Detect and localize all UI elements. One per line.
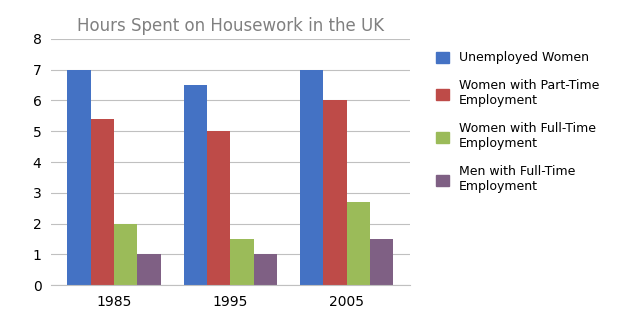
Bar — [253, 254, 277, 285]
Bar — [347, 202, 370, 285]
Bar — [184, 85, 207, 285]
Legend: Unemployed Women, Women with Part-Time
Employment, Women with Full-Time
Employme: Unemployed Women, Women with Part-Time E… — [430, 45, 605, 200]
Bar — [91, 119, 114, 285]
Bar — [323, 100, 347, 285]
Title: Hours Spent on Housework in the UK: Hours Spent on Housework in the UK — [77, 17, 384, 35]
Bar — [138, 254, 161, 285]
Bar — [230, 239, 253, 285]
Bar — [207, 131, 230, 285]
Bar — [300, 70, 323, 285]
Bar — [67, 70, 91, 285]
Bar — [114, 224, 138, 285]
Bar — [370, 239, 394, 285]
